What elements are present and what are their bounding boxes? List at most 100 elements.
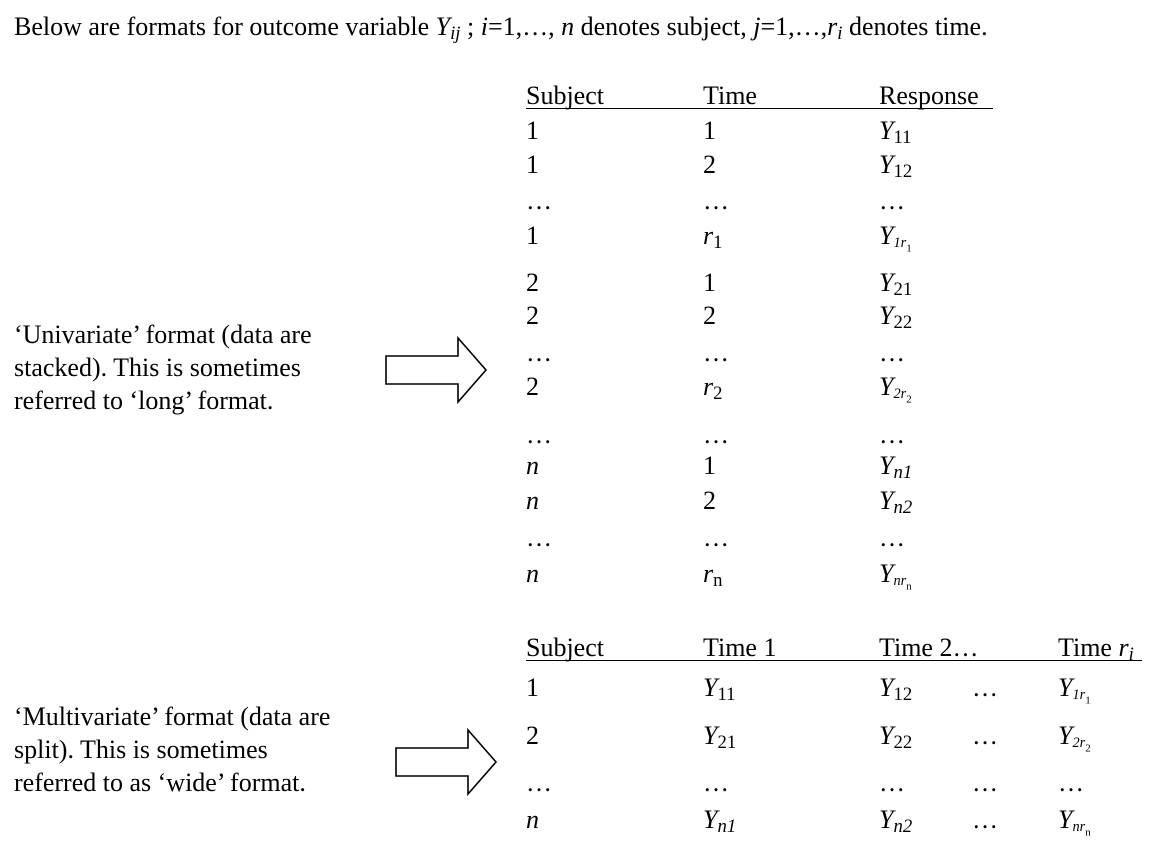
cell-subject: … [526, 768, 552, 797]
time-value: … [703, 420, 729, 449]
cell-time: … [703, 422, 729, 448]
header-response: Response [879, 81, 979, 110]
time-value: r [703, 372, 714, 401]
cell-time: 2 [703, 488, 716, 514]
cell-response: … [879, 525, 905, 551]
time-subscript: 1 [713, 232, 723, 254]
cell-response: … [879, 340, 905, 366]
cell-time: … [703, 340, 729, 366]
response-subscript: 12 [893, 161, 913, 183]
cell-t2: Y12 [879, 675, 912, 704]
cell-response: Yn1 [879, 451, 912, 482]
cell-t2: Y22 [879, 721, 912, 752]
cell-subject: 1 [526, 150, 539, 179]
cell-response: Y2r2 [879, 372, 912, 406]
response-symbol: … [1058, 768, 1084, 797]
cell-time: 2 [703, 152, 716, 178]
cell-time: 1 [703, 270, 716, 296]
cell-time: … [703, 525, 729, 551]
intro-i-variable: i [480, 12, 488, 41]
cell-subject: n [526, 559, 539, 588]
cell-ellipsis: … [972, 721, 998, 750]
response-subscript: 21 [893, 279, 913, 301]
intro-sentence: Below are formats for outcome variable Y… [14, 12, 988, 45]
multivariate-description-line: referred to as ‘wide’ format. [14, 768, 306, 797]
response-subscript: 22 [893, 732, 913, 754]
cell-response: Yn2 [879, 486, 912, 517]
cell-time: 1 [703, 118, 716, 144]
cell-subject: 2 [526, 301, 539, 330]
intro-r-variable: r [827, 12, 838, 41]
header-time: Time [703, 81, 757, 110]
cell-response: … [879, 422, 905, 448]
cell-response: Y22 [879, 303, 912, 332]
response-sub-subscript: 2 [1085, 742, 1091, 755]
response-sub-subscript: n [906, 580, 912, 593]
response-symbol: Y [879, 451, 894, 480]
response-subscript: n2 [893, 497, 913, 519]
time-subscript: n [713, 570, 723, 592]
time-value: 2 [703, 486, 716, 515]
cell-t1: Y11 [703, 675, 735, 704]
cell-subject: … [526, 338, 552, 367]
response-symbol: Y [879, 805, 894, 834]
response-symbol: Y [879, 486, 894, 515]
time-value: … [703, 523, 729, 552]
intro-separator: ; [460, 12, 481, 41]
cell-subject: … [526, 420, 552, 449]
cell-tr: Y1r1 [1058, 675, 1091, 707]
response-subscript: 1r [1072, 687, 1086, 704]
cell-response: … [879, 188, 905, 214]
cell-subject: 2 [526, 372, 539, 401]
response-subscript: n2 [893, 816, 913, 838]
time-value: … [703, 338, 729, 367]
multivariate-description: ‘Multivariate’ format (data are split). … [14, 700, 330, 799]
intro-text-start: Below are formats for outcome variable [14, 12, 436, 41]
response-symbol: Y [703, 805, 718, 834]
time-value: 1 [703, 268, 716, 297]
cell-subject: … [526, 186, 552, 215]
response-symbol: Y [879, 559, 894, 588]
response-subscript: 2r [1072, 735, 1086, 752]
response-symbol: Y [879, 372, 894, 401]
cell-t2: Yn2 [879, 805, 912, 836]
response-subscript: 11 [717, 684, 736, 706]
time-value: 1 [703, 116, 716, 145]
response-symbol: Y [1058, 721, 1073, 750]
cell-subject: n [526, 451, 539, 480]
intro-j-range: =1,…, [760, 12, 828, 41]
header-subject: Subject [526, 81, 604, 110]
cell-subject: 2 [526, 268, 539, 297]
cell-response: Y1r1 [879, 223, 912, 255]
intro-n-variable: n [561, 12, 575, 41]
cell-subject: 1 [526, 673, 539, 702]
time-value: 2 [703, 150, 716, 179]
cell-subject: 2 [526, 721, 539, 750]
cell-t1: … [703, 770, 729, 796]
cell-response: Y21 [879, 270, 912, 299]
cell-subject: n [526, 805, 539, 834]
time-value: 2 [703, 301, 716, 330]
header-time-1: Time 1 [703, 633, 777, 662]
response-symbol: … [879, 768, 905, 797]
intro-subject-text: denotes subject, [574, 12, 754, 41]
intro-j-variable: j [753, 12, 761, 41]
time-value: … [703, 186, 729, 215]
multivariate-description-line: ‘Multivariate’ format (data are [14, 702, 331, 731]
response-symbol: Y [1058, 805, 1073, 834]
response-subscript: 1r [893, 235, 907, 252]
response-symbol: … [879, 186, 905, 215]
response-symbol: Y [879, 721, 894, 750]
cell-tr: … [1058, 770, 1084, 796]
response-subscript: nr [1072, 819, 1086, 836]
response-symbol: … [879, 338, 905, 367]
intro-text-end: denotes time. [842, 12, 988, 41]
response-symbol: Y [703, 721, 718, 750]
cell-t2: … [879, 770, 905, 796]
response-sub-subscript: 1 [906, 242, 912, 255]
intro-y-subscript: ij [450, 23, 461, 45]
response-sub-subscript: 2 [906, 393, 912, 406]
cell-t1: Y21 [703, 721, 736, 752]
intro-y-symbol: Y [435, 12, 451, 41]
response-sub-subscript: 1 [1085, 694, 1091, 707]
